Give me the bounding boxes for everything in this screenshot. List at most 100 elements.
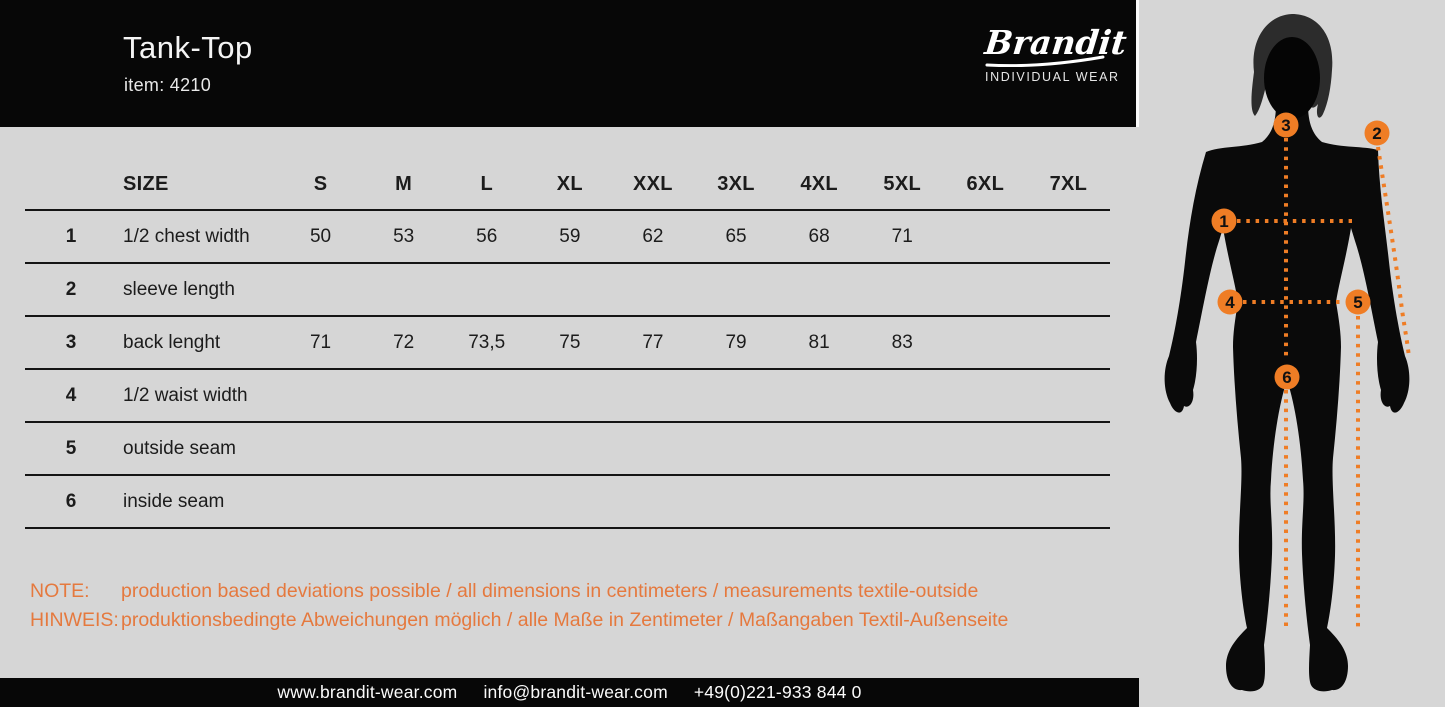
table-cell: 72 bbox=[362, 317, 446, 370]
table-cell bbox=[362, 264, 446, 317]
table-column-header-xl: XL bbox=[528, 160, 612, 211]
marker-2: 2 bbox=[1364, 120, 1390, 146]
table-row-number: 5 bbox=[25, 423, 117, 476]
table-cell: 68 bbox=[777, 211, 861, 264]
marker-1: 1 bbox=[1211, 208, 1237, 234]
table-cell bbox=[694, 476, 778, 529]
note-text-en: production based deviations possible / a… bbox=[121, 580, 979, 602]
table-cell bbox=[860, 370, 944, 423]
table-cell bbox=[860, 423, 944, 476]
table-column-header-6xl: 6XL bbox=[943, 160, 1027, 211]
table-cell bbox=[611, 423, 695, 476]
table-cell bbox=[1026, 264, 1110, 317]
table-cell: 59 bbox=[528, 211, 612, 264]
table-cell bbox=[777, 370, 861, 423]
table-row-label: 1/2 chest width bbox=[117, 211, 279, 264]
marker-6-label: 6 bbox=[1282, 368, 1291, 387]
table-cell bbox=[943, 211, 1027, 264]
table-column-header-xxl: XXL bbox=[611, 160, 695, 211]
marker-4-label: 4 bbox=[1225, 293, 1235, 312]
marker-4: 4 bbox=[1217, 289, 1243, 315]
notes-block: NOTE: production based deviations possib… bbox=[30, 577, 1008, 635]
marker-5: 5 bbox=[1345, 289, 1371, 315]
table-cell: 56 bbox=[445, 211, 529, 264]
table-cell bbox=[528, 370, 612, 423]
brand-logo-text: Brandit bbox=[982, 23, 1129, 62]
table-cell bbox=[611, 476, 695, 529]
table-row-number: 1 bbox=[25, 211, 117, 264]
table-cell: 71 bbox=[860, 211, 944, 264]
table-cell bbox=[943, 476, 1027, 529]
table-cell bbox=[279, 423, 363, 476]
table-cell bbox=[943, 317, 1027, 370]
table-cell bbox=[445, 370, 529, 423]
table-column-header-l: L bbox=[445, 160, 529, 211]
marker-2-label: 2 bbox=[1372, 124, 1381, 143]
table-row-number: 2 bbox=[25, 264, 117, 317]
note-text-de: produktionsbedingte Abweichungen möglich… bbox=[121, 609, 1009, 631]
note-label-en: NOTE: bbox=[30, 580, 90, 602]
table-corner-cell bbox=[25, 160, 117, 211]
marker-6: 6 bbox=[1274, 364, 1300, 390]
table-cell bbox=[445, 423, 529, 476]
header-bar: Tank-Top item: 4210 Brandit INDIVIDUAL W… bbox=[0, 0, 1139, 127]
measurement-lines bbox=[1237, 138, 1411, 630]
table-cell bbox=[528, 476, 612, 529]
table-cell bbox=[860, 264, 944, 317]
table-cell bbox=[1026, 370, 1110, 423]
table-cell bbox=[445, 476, 529, 529]
table-cell: 83 bbox=[860, 317, 944, 370]
marker-3-label: 3 bbox=[1281, 116, 1290, 135]
brand-logo: Brandit INDIVIDUAL WEAR bbox=[983, 23, 1129, 84]
table-cell bbox=[1026, 317, 1110, 370]
table-cell bbox=[777, 264, 861, 317]
table-row-label: 1/2 waist width bbox=[117, 370, 279, 423]
table-cell bbox=[362, 476, 446, 529]
brand-tagline: INDIVIDUAL WEAR bbox=[985, 70, 1120, 84]
table-cell: 77 bbox=[611, 317, 695, 370]
table-cell bbox=[1026, 476, 1110, 529]
table-cell bbox=[777, 476, 861, 529]
table-column-header-3xl: 3XL bbox=[694, 160, 778, 211]
table-cell bbox=[694, 264, 778, 317]
table-cell bbox=[943, 370, 1027, 423]
table-cell bbox=[1026, 423, 1110, 476]
table-cell: 65 bbox=[694, 211, 778, 264]
table-row-number: 6 bbox=[25, 476, 117, 529]
table-size-header: SIZE bbox=[117, 160, 279, 211]
table-cell: 79 bbox=[694, 317, 778, 370]
table-cell bbox=[943, 264, 1027, 317]
table-cell bbox=[279, 264, 363, 317]
table-column-header-7xl: 7XL bbox=[1026, 160, 1110, 211]
footer-phone: +49(0)221-933 844 0 bbox=[693, 682, 862, 702]
table-cell: 53 bbox=[362, 211, 446, 264]
table-cell bbox=[777, 423, 861, 476]
table-cell bbox=[611, 370, 695, 423]
table-cell: 71 bbox=[279, 317, 363, 370]
table-cell bbox=[528, 264, 612, 317]
footer-email: info@brandit-wear.com bbox=[483, 682, 668, 702]
size-table: SIZE S M L XL XXL 3XL 4XL 5XL 6XL 7XL 1 1/2 chest wi… bbox=[25, 160, 1110, 529]
note-row-de: HINWEIS: produktionsbedingte Abweichunge… bbox=[30, 606, 1008, 635]
note-label-de: HINWEIS: bbox=[30, 609, 119, 631]
table-row-label: back lenght bbox=[117, 317, 279, 370]
table-cell bbox=[279, 370, 363, 423]
marker-5-label: 5 bbox=[1353, 293, 1362, 312]
table-row-label: inside seam bbox=[117, 476, 279, 529]
table-cell bbox=[694, 423, 778, 476]
table-column-header-4xl: 4XL bbox=[777, 160, 861, 211]
measurement-markers: 1 2 3 4 5 6 bbox=[1211, 112, 1390, 390]
marker-1-label: 1 bbox=[1219, 212, 1228, 231]
table-cell bbox=[528, 423, 612, 476]
table-cell bbox=[611, 264, 695, 317]
face-shape bbox=[1264, 37, 1320, 119]
measurement-figure: 1 2 3 4 5 6 bbox=[1164, 14, 1411, 692]
table-cell: 73,5 bbox=[445, 317, 529, 370]
table-cell bbox=[362, 423, 446, 476]
footer-website: www.brandit-wear.com bbox=[277, 682, 458, 702]
line-sleeve bbox=[1376, 146, 1411, 359]
item-number: item: 4210 bbox=[124, 75, 212, 95]
table-cell: 50 bbox=[279, 211, 363, 264]
table-column-header-5xl: 5XL bbox=[860, 160, 944, 211]
table-row-number: 4 bbox=[25, 370, 117, 423]
